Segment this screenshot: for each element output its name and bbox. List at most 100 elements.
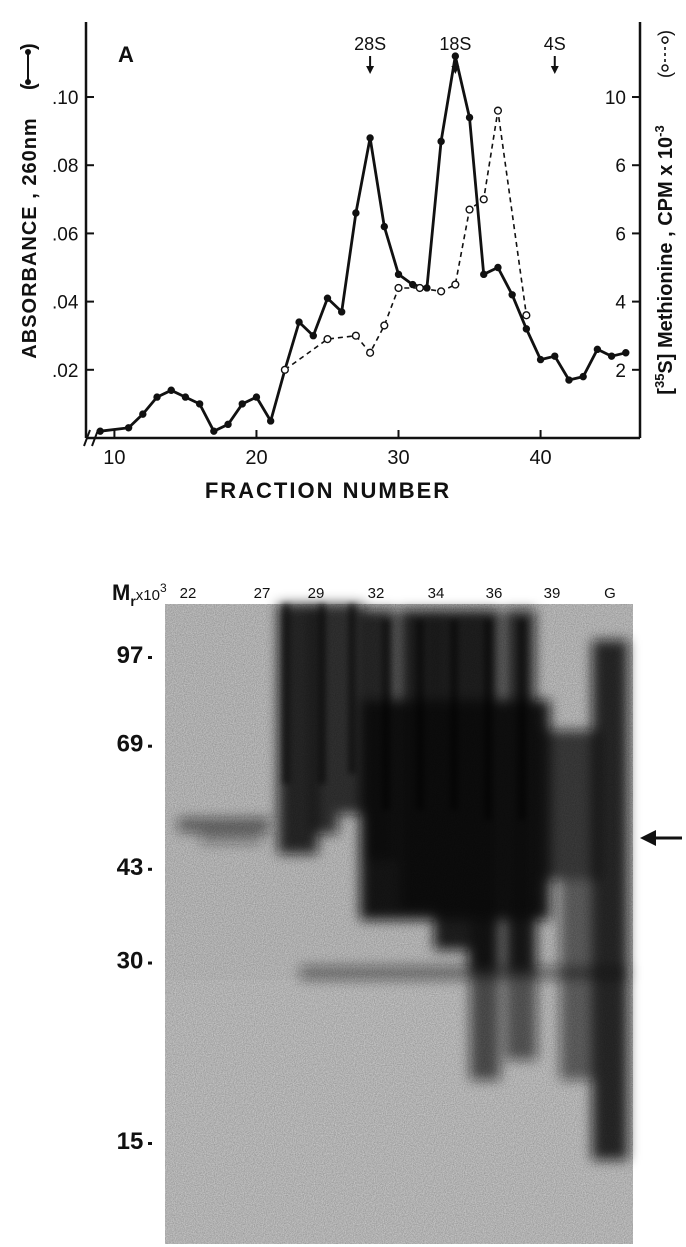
methionine-point — [493, 106, 503, 115]
lane-label: 39 — [544, 585, 561, 602]
methionine-point — [366, 348, 375, 357]
absorbance-point — [622, 349, 630, 357]
left-y-tick-label: .10 — [52, 88, 78, 109]
gel-image — [165, 604, 633, 1244]
methionine-point — [465, 205, 474, 214]
left-y-tick-label: .02 — [52, 361, 78, 382]
marker-label: 18S — [439, 34, 471, 54]
marker-label: 28S — [354, 34, 386, 54]
svg-text:(: ( — [655, 72, 675, 78]
marker-arrow-head — [366, 66, 375, 74]
right-y-axis-label: [35S] Methionine , CPM x 10-3 — [652, 125, 677, 394]
absorbance-point — [210, 427, 218, 435]
left-y-label-group: ABSORBANCE , 260nm ( ) — [18, 43, 41, 358]
absorbance-point — [437, 137, 445, 146]
absorbance-point — [480, 270, 488, 279]
sucrose-gradient-chart: A 10 20 30 40 .02 .04 .06 .08 .10 2 4 6 6 10 28S 18S… — [18, 22, 677, 503]
absorbance-point — [337, 308, 346, 316]
marker-arrow-head — [550, 66, 559, 74]
right-y-label-group: [35S] Methionine , CPM x 10-3 ( ) — [652, 30, 677, 395]
mw-marker-label: 97 — [117, 642, 144, 669]
x-tick-label: 30 — [387, 447, 409, 469]
right-y-tick-label: 6 — [615, 224, 626, 245]
absorbance-point — [167, 386, 175, 394]
absorbance-point — [579, 372, 587, 381]
absorbance-point — [451, 52, 460, 60]
left-y-axis-label: ABSORBANCE , 260nm — [19, 117, 41, 358]
legend-open-dashed-symbol: ( ) — [655, 30, 675, 78]
absorbance-point — [295, 318, 303, 326]
gel-mw-axis-title: Mrx103 — [112, 580, 167, 609]
absorbance-point — [323, 294, 332, 302]
sedimentation-markers: 28S 18S 4S — [354, 34, 566, 74]
absorbance-point — [195, 400, 204, 408]
mw-marker-tick — [148, 1142, 152, 1145]
absorbance-point — [465, 113, 474, 122]
mw-marker-tick — [148, 867, 152, 871]
mw-marker-label: 69 — [117, 731, 144, 758]
absorbance-point — [607, 352, 616, 360]
mw-marker-tick — [148, 744, 152, 748]
lane-label: 22 — [180, 585, 197, 602]
right-y-tick-label: 10 — [605, 88, 626, 109]
mw-marker-tick — [148, 961, 152, 965]
mw-marker-label: 43 — [117, 854, 144, 881]
absorbance-point — [409, 280, 417, 289]
absorbance-point — [536, 355, 545, 364]
svg-text:): ) — [18, 43, 40, 50]
left-y-tick-label: .08 — [52, 156, 78, 177]
methionine-point — [522, 311, 531, 320]
marker-label: 4S — [544, 34, 566, 54]
methionine-point — [437, 287, 446, 296]
absorbance-point — [96, 427, 104, 435]
arrow-left-icon — [640, 830, 682, 846]
absorbance-point — [124, 424, 133, 432]
x-axis-label: FRACTION NUMBER — [205, 478, 451, 503]
absorbance-point — [266, 417, 275, 425]
right-y-ticks: 2 4 6 6 10 — [605, 88, 640, 382]
absorbance-point — [366, 134, 374, 142]
absorbance-point — [352, 209, 360, 217]
absorbance-point — [522, 325, 531, 333]
absorbance-point — [394, 270, 403, 279]
right-y-tick-label: 4 — [615, 293, 626, 314]
svg-text:): ) — [655, 30, 675, 36]
methionine-point — [280, 365, 289, 374]
absorbance-point — [252, 393, 261, 401]
methionine-point — [380, 321, 389, 330]
absorbance-point — [593, 345, 602, 354]
absorbance-point — [139, 410, 147, 418]
left-y-tick-label: .06 — [52, 224, 78, 245]
absorbance-point — [508, 291, 516, 299]
lane-label: 32 — [368, 585, 385, 602]
svg-text:(: ( — [18, 83, 40, 90]
absorbance-point — [551, 352, 559, 360]
absorbance-point — [181, 393, 190, 401]
lane-label: 36 — [486, 585, 503, 602]
methionine-point — [323, 335, 332, 344]
mw-marker-ticks: 97 69 43 30 15 — [117, 642, 152, 1155]
plot-frame — [83, 22, 642, 447]
axis-break-mark — [83, 429, 91, 447]
mw-marker-label: 30 — [117, 948, 144, 975]
lane-label: 34 — [428, 585, 445, 602]
mw-marker-tick — [148, 656, 152, 659]
methionine-point — [351, 331, 360, 340]
lane-label: 29 — [308, 585, 325, 602]
x-tick-label: 20 — [245, 447, 267, 469]
methionine-point — [451, 280, 460, 289]
methionine-point — [394, 283, 403, 293]
absorbance-point — [380, 222, 389, 231]
lane-label: 27 — [254, 585, 271, 602]
absorbance-point — [565, 376, 573, 384]
right-y-tick-label: 6 — [615, 156, 626, 177]
x-tick-label: 40 — [529, 447, 551, 469]
panel-label: A — [118, 42, 134, 67]
methionine-point — [479, 195, 488, 204]
lane-labels: 22 27 29 32 34 36 39 G — [180, 585, 616, 602]
x-ticks: 10 20 30 40 — [103, 430, 552, 469]
series-lines — [96, 52, 630, 435]
mw-marker-label: 15 — [117, 1128, 144, 1155]
absorbance-point — [238, 400, 246, 408]
